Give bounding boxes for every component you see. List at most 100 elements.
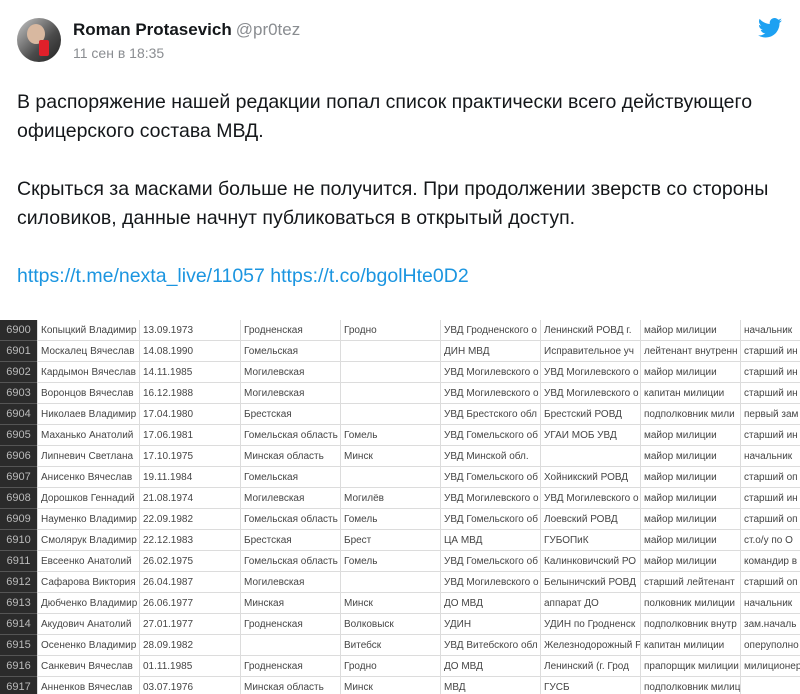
city-cell: Гомель (340, 551, 440, 572)
position-cell (740, 677, 800, 694)
unit-cell: УВД Могилевского о (540, 383, 640, 404)
table-row: 6915 Осененко Владимир 28.09.1982 Витебск УВ… (0, 635, 800, 656)
organization-cell: УВД Могилевского о (440, 362, 540, 383)
organization-cell: УВД Гомельского об (440, 425, 540, 446)
position-cell: старший ин (740, 362, 800, 383)
rank-cell: майор милиции (640, 320, 740, 341)
row-number-cell: 6915 (0, 635, 37, 656)
unit-cell: ГУСБ (540, 677, 640, 694)
table-row: 6917 Анненков Вячеслав 03.07.1976 Минская о… (0, 677, 800, 694)
full-name-cell: Анисенко Вячеслав (37, 467, 139, 488)
tweet-links: https://t.me/nexta_live/11057 https://t.… (17, 262, 787, 291)
region-cell: Брестская (240, 404, 340, 425)
city-cell: Волковыск (340, 614, 440, 635)
unit-cell: Брестский РОВД (540, 404, 640, 425)
organization-cell: УВД Гродненского о (440, 320, 540, 341)
organization-cell: УВД Минской обл. (440, 446, 540, 467)
full-name-cell: Смолярук Владимир (37, 530, 139, 551)
unit-cell: Ленинский (г. Грод (540, 656, 640, 677)
tweet-paragraph: В распоряжение нашей редакции попал спис… (17, 91, 753, 142)
organization-cell: УДИН (440, 614, 540, 635)
avatar[interactable] (17, 18, 61, 62)
unit-cell: Ленинский РОВД г. (540, 320, 640, 341)
table-row: 6914 Акудович Анатолий 27.01.1977 Гродненск… (0, 614, 800, 635)
table-row: 6903 Воронцов Вячеслав 16.12.1988 Могилевск… (0, 383, 800, 404)
full-name-cell: Кардымон Вячеслав (37, 362, 139, 383)
rank-cell: прапорщик милиции (640, 656, 740, 677)
region-cell: Минская область (240, 677, 340, 694)
position-cell: старший ин (740, 383, 800, 404)
region-cell: Гомельская область (240, 509, 340, 530)
birth-date-cell: 14.08.1990 (139, 341, 240, 362)
unit-cell: аппарат ДО (540, 593, 640, 614)
tweet-text: В распоряжение нашей редакции попал спис… (17, 88, 787, 320)
table-row: 6900 Копыцкий Владимир 13.09.1973 Гродненск… (0, 320, 800, 341)
row-number-cell: 6904 (0, 404, 37, 425)
city-cell (340, 467, 440, 488)
unit-cell: УВД Могилевского о (540, 362, 640, 383)
row-number-cell: 6912 (0, 572, 37, 593)
unit-cell: УВД Могилевского о (540, 488, 640, 509)
table-row: 6916 Санкевич Вячеслав 01.11.1985 Гродненск… (0, 656, 800, 677)
full-name-cell: Николаев Владимир (37, 404, 139, 425)
full-name-cell: Липневич Светлана (37, 446, 139, 467)
author-name[interactable]: Roman Protasevich @pr0tez (73, 20, 301, 39)
city-cell (340, 362, 440, 383)
region-cell: Минская область (240, 446, 340, 467)
organization-cell: ДО МВД (440, 656, 540, 677)
rank-cell: майор милиции (640, 530, 740, 551)
full-name-cell: Санкевич Вячеслав (37, 656, 139, 677)
full-name-cell: Маханько Анатолий (37, 425, 139, 446)
table-row: 6905 Маханько Анатолий 17.06.1981 Гомельска… (0, 425, 800, 446)
full-name-cell: Анненков Вячеслав (37, 677, 139, 694)
position-cell: старший ин (740, 488, 800, 509)
author-handle[interactable]: @pr0tez (235, 20, 301, 39)
city-cell: Минск (340, 446, 440, 467)
tco-link[interactable]: https://t.co/bgolHte0D2 (270, 265, 469, 287)
table-row: 6913 Дюбченко Владимир 26.06.1977 Минская Ми… (0, 593, 800, 614)
rank-cell: майор милиции (640, 446, 740, 467)
telegram-link[interactable]: https://t.me/nexta_live/11057 (17, 265, 265, 287)
position-cell: начальник (740, 593, 800, 614)
birth-date-cell: 26.02.1975 (139, 551, 240, 572)
birth-date-cell: 27.01.1977 (139, 614, 240, 635)
region-cell: Брестская (240, 530, 340, 551)
region-cell: Гомельская (240, 341, 340, 362)
table-row: 6909 Науменко Владимир 22.09.1982 Гомельска… (0, 509, 800, 530)
organization-cell: ЦА МВД (440, 530, 540, 551)
full-name-cell: Копыцкий Владимир (37, 320, 139, 341)
organization-cell: ДИН МВД (440, 341, 540, 362)
position-cell: первый зам (740, 404, 800, 425)
region-cell: Могилевская (240, 383, 340, 404)
city-cell (340, 404, 440, 425)
unit-cell: Исправительное уч (540, 341, 640, 362)
row-number-cell: 6906 (0, 446, 37, 467)
region-cell: Могилевская (240, 488, 340, 509)
rank-cell: старший лейтенант (640, 572, 740, 593)
table-row: 6912 Сафарова Виктория 26.04.1987 Могилевск… (0, 572, 800, 593)
twitter-bird-icon[interactable] (758, 18, 782, 38)
organization-cell: УВД Гомельского об (440, 467, 540, 488)
table-row: 6902 Кардымон Вячеслав 14.11.1985 Могилевск… (0, 362, 800, 383)
region-cell: Гродненская (240, 614, 340, 635)
birth-date-cell: 14.11.1985 (139, 362, 240, 383)
full-name-cell: Сафарова Виктория (37, 572, 139, 593)
organization-cell: МВД (440, 677, 540, 694)
unit-cell: Железнодорожный Р (540, 635, 640, 656)
unit-cell: Хойникский РОВД (540, 467, 640, 488)
birth-date-cell: 26.04.1987 (139, 572, 240, 593)
spreadsheet-image[interactable]: 6900 Копыцкий Владимир 13.09.1973 Гродненск… (0, 318, 800, 694)
position-cell: зам.началь (740, 614, 800, 635)
full-name-cell: Дюбченко Владимир (37, 593, 139, 614)
region-cell: Могилевская (240, 572, 340, 593)
timestamp[interactable]: 11 сен в 18:35 (73, 45, 165, 61)
birth-date-cell: 01.11.1985 (139, 656, 240, 677)
birth-date-cell: 16.12.1988 (139, 383, 240, 404)
rank-cell: подполковник милиции (640, 677, 740, 694)
city-cell: Минск (340, 677, 440, 694)
region-cell (240, 635, 340, 656)
organization-cell: УВД Гомельского об (440, 551, 540, 572)
rank-cell: майор милиции (640, 425, 740, 446)
row-number-cell: 6910 (0, 530, 37, 551)
city-cell: Брест (340, 530, 440, 551)
